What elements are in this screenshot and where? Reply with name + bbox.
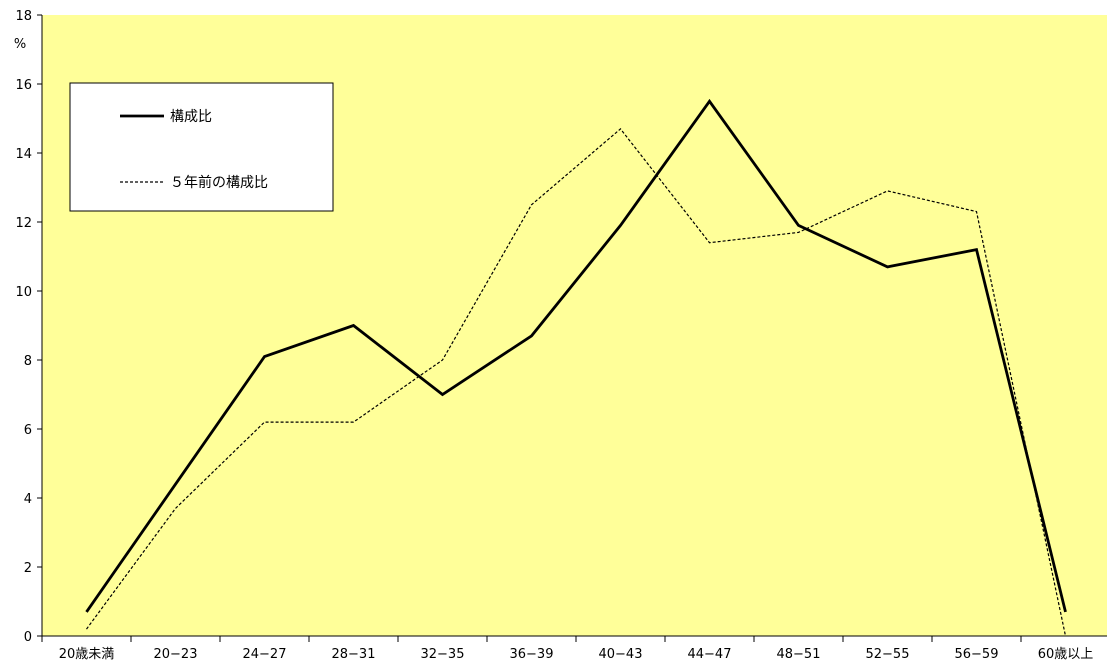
y-tick-label: 6 — [24, 423, 32, 438]
x-tick-label: 56−59 — [955, 647, 999, 662]
x-axis-ticks: 20歳未満 20−23 24−27 28−31 32−35 36−39 40−43 44−47… — [41, 636, 1094, 662]
series-line-1 — [85, 98, 1067, 613]
x-tick-label: 40−43 — [599, 647, 643, 662]
y-tick-label: 8 — [24, 354, 32, 369]
y-tick-label: 18 — [15, 9, 32, 24]
legend-label-series-1: 構成比 — [170, 109, 212, 125]
legend-box — [69, 82, 334, 212]
legend: 構成比 ５年前の構成比 — [69, 82, 334, 212]
x-tick-label: 20歳未満 — [59, 647, 115, 662]
series-layer — [85, 98, 1067, 637]
y-axis-unit-label: % — [14, 37, 26, 52]
y-axis-ticks: 0 2 4 6 8 10 12 14 16 18 — [15, 9, 42, 645]
y-tick-label: 16 — [15, 78, 32, 93]
x-tick-label: 32−35 — [421, 647, 465, 662]
y-tick-label: 12 — [15, 216, 32, 231]
x-tick-label: 36−39 — [510, 647, 554, 662]
y-tick-label: 2 — [24, 561, 32, 576]
y-tick-label: 0 — [24, 630, 32, 645]
x-tick-label: 52−55 — [866, 647, 910, 662]
x-tick-label: 20−23 — [154, 647, 198, 662]
x-tick-label: 48−51 — [777, 647, 821, 662]
x-tick-label: 28−31 — [332, 647, 376, 662]
y-tick-label: 14 — [15, 147, 32, 162]
legend-label-series-2: ５年前の構成比 — [170, 174, 268, 191]
x-tick-label: 60歳以上 — [1038, 647, 1094, 662]
y-tick-label: 4 — [24, 492, 32, 507]
x-tick-label: 24−27 — [243, 647, 287, 662]
x-tick-label: 44−47 — [688, 647, 732, 662]
y-tick-label: 10 — [15, 285, 32, 300]
